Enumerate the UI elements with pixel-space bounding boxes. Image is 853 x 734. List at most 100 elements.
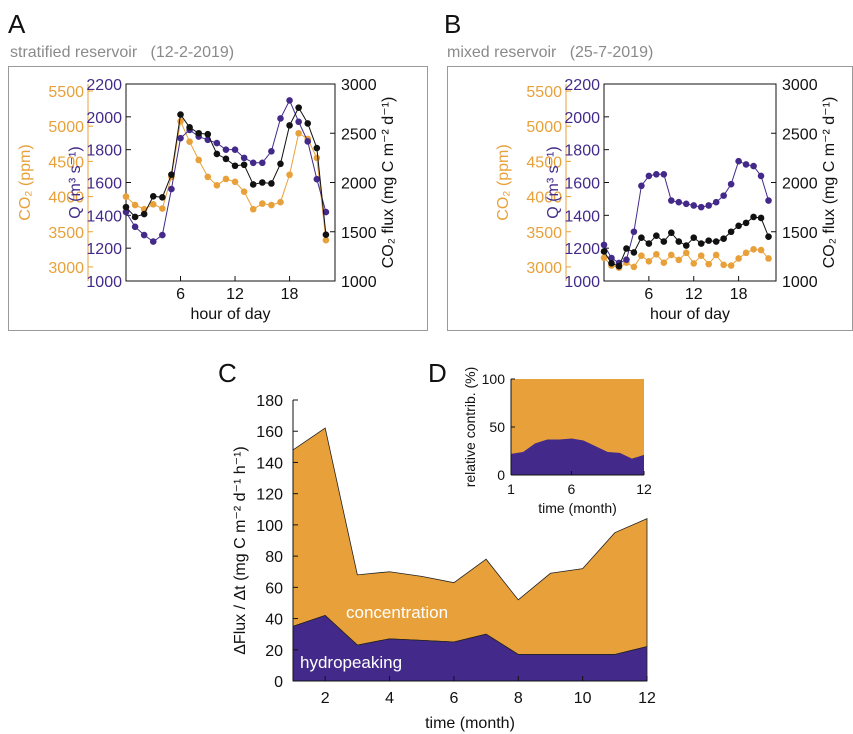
panel-b-co2-point	[742, 249, 750, 257]
panel-a-q-point	[149, 238, 157, 245]
panel-d-x-tick-label: 1	[507, 481, 515, 497]
panel-a-q-axis-label: Q (m³ s⁻¹)	[67, 146, 84, 218]
panel-a-flux-point	[159, 193, 166, 201]
panel-a-flux-point	[231, 162, 239, 170]
panel-b-flux-point	[653, 232, 660, 239]
panel-d-x-tick-label: 6	[568, 481, 576, 497]
panel-a-co2-tick-label: 3500	[48, 225, 84, 242]
panel-b-co2-point	[638, 252, 645, 259]
panel-a-x-tick-label: 18	[281, 286, 299, 303]
panel-b-flux-tick-label: 2000	[782, 176, 818, 193]
panel-a-co2-point	[131, 201, 139, 209]
panel-b-flux-axis-label: CO₂ flux (mg C m⁻² d⁻¹)	[821, 97, 838, 269]
panel-b-flux-point	[660, 238, 668, 245]
panel-b-co2-point	[757, 246, 765, 254]
panel-a-flux-point	[131, 213, 139, 221]
panel-b-flux-point	[742, 219, 750, 227]
panel-b-q-point	[660, 170, 668, 178]
panel-a-flux-point	[286, 122, 293, 129]
panel-a-x-tick-label: 6	[176, 286, 185, 303]
panel-b-q-point	[668, 197, 675, 204]
panel-d-y-tick-label: 100	[482, 371, 506, 387]
panel-a-flux-point	[140, 210, 148, 218]
panel-a-flux-line	[125, 106, 327, 235]
panel-c-y-tick-label: 20	[265, 643, 283, 660]
panel-b-q-point	[765, 197, 772, 204]
panel-a-q-point	[304, 138, 312, 145]
panel-b-q-point	[623, 256, 630, 263]
panel-d-x-axis-label: time (month)	[538, 500, 617, 516]
panel-a-co2-point	[240, 188, 248, 195]
panel-a-q-point	[286, 97, 293, 104]
panel-b-flux-point	[750, 213, 757, 221]
panel-a-q-point	[240, 154, 248, 162]
panel-a-co2-point	[149, 201, 157, 208]
concentration-label: concentration	[346, 603, 448, 622]
panel-b-q-point	[720, 192, 727, 199]
panel-a-co2-point	[222, 175, 230, 183]
panel-a-flux-point	[322, 231, 330, 239]
panel-b-x-axis-label: hour of day	[650, 306, 730, 323]
panel-b-q-point	[682, 200, 690, 208]
panel-b-q-tick-label: 2000	[564, 110, 600, 127]
panel-a-q-point	[131, 223, 139, 231]
panel-a-co2-point	[122, 193, 130, 200]
panel-b-q-tick-label: 1200	[564, 241, 600, 258]
panel-a-co2-point	[186, 138, 193, 145]
panel-a-q-point	[140, 231, 148, 239]
panel-b-co2-point	[735, 255, 742, 262]
panel-a-x-axis-label: hour of day	[190, 306, 270, 323]
panel-a-co2-point	[295, 129, 302, 137]
panel-d-y-axis-label: relative contrib. (%)	[462, 367, 478, 488]
panel-a-plot-box	[125, 83, 336, 282]
panel-a-q-point	[231, 146, 239, 153]
panel-a-flux-point	[313, 144, 321, 152]
panel-b-co2-point	[690, 260, 698, 267]
panel-a-co2-tick-label: 5500	[48, 84, 84, 101]
panel-b-x-tick-label: 18	[730, 286, 748, 303]
panel-a-flux-point	[268, 180, 275, 187]
panel-a-plot: 6 12 18 hour of day 3000 3500 4000 4500 5000 5500…	[17, 77, 397, 323]
panel-b-x-tick-label: 12	[685, 286, 703, 303]
panel-a-co2-point	[249, 205, 257, 213]
panel-a-co2-tick-label: 4000	[48, 190, 84, 207]
panel-c-y-tick-label: 120	[256, 487, 283, 504]
panel-b-flux-point	[630, 249, 638, 256]
panel-a-subtitle: stratified reservoir (12-2-2019)	[10, 44, 234, 61]
panel-a-flux-point	[249, 181, 257, 188]
panel-a-co2-axis-label: CO₂ (ppm)	[17, 144, 34, 220]
panel-b-flux-point	[682, 242, 690, 249]
panel-a-co2-point	[277, 198, 284, 206]
panel-b-q-tick-label: 2200	[564, 77, 600, 94]
panel-a-q-point	[313, 175, 321, 183]
panel-a-q-point	[322, 208, 330, 216]
panel-b-flux-point	[600, 248, 608, 255]
panel-a-q-point	[168, 185, 175, 193]
panel-a-q-tick-label: 1800	[86, 143, 122, 160]
panel-b-flux-point	[615, 262, 623, 270]
panel-a-q-tick-label: 1000	[86, 274, 122, 291]
panel-b-q-point	[675, 198, 683, 206]
panel-b-co2-tick-label: 5500	[526, 84, 562, 101]
panel-a-flux-point	[177, 111, 184, 118]
panel-c-x-tick-label: 8	[514, 690, 523, 707]
panel-a-flux-point	[240, 161, 248, 169]
panel-c-x-axis-label: time (month)	[425, 715, 515, 732]
panel-a-q-tick-label: 1400	[86, 208, 122, 225]
panel-d-plot: 0 50 100 1 6 12 time (month) relative contrib. …	[462, 367, 652, 516]
panel-b-q-point	[742, 161, 750, 168]
panel-c-x-tick-label: 12	[638, 690, 656, 707]
panel-a-q-point	[277, 115, 284, 122]
panel-b-co2-point	[630, 263, 638, 271]
panel-a-q-point	[122, 208, 130, 216]
panel-a-flux-tick-label: 1500	[341, 225, 377, 242]
panel-c-y-tick-label: 60	[265, 580, 283, 597]
panel-a-co2-point	[231, 178, 239, 186]
panel-a-flux-point	[213, 150, 221, 158]
panel-b-q-point	[750, 162, 757, 170]
panel-a-flux-point	[186, 124, 193, 131]
panel-b-flux-point	[735, 222, 742, 230]
panel-a-co2-point	[204, 173, 212, 181]
panel-a-flux-point	[149, 192, 157, 200]
